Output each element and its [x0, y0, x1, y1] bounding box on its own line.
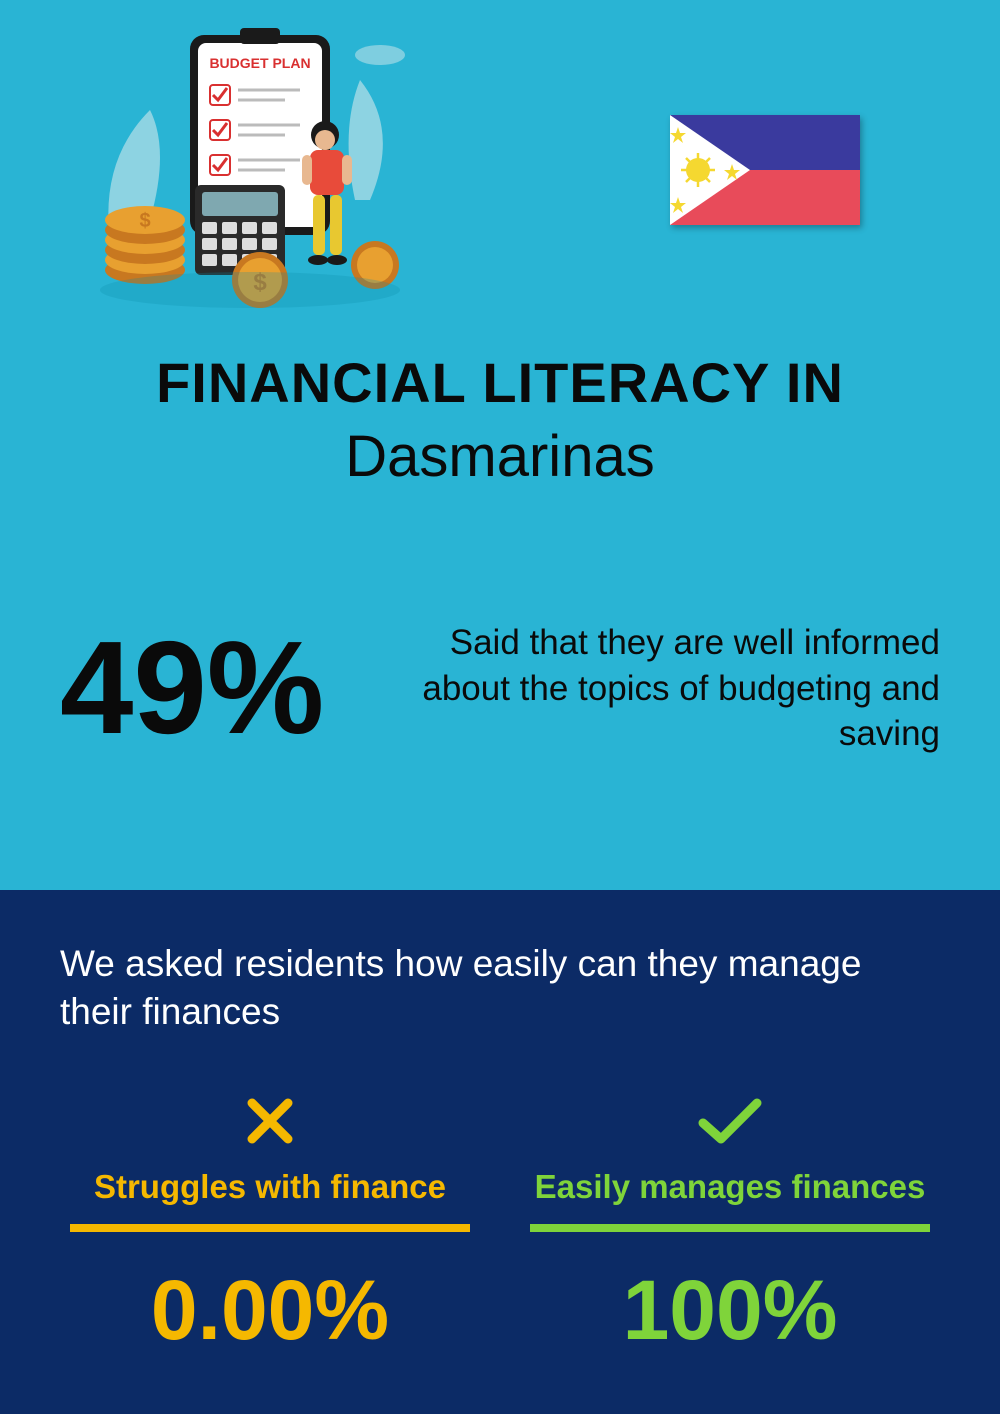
philippines-flag-icon — [670, 115, 860, 225]
survey-question: We asked residents how easily can they m… — [60, 940, 940, 1036]
manages-column: Easily manages finances 100% — [520, 1086, 940, 1359]
check-icon — [695, 1093, 765, 1149]
bottom-section: We asked residents how easily can they m… — [0, 890, 1000, 1414]
survey-results: Struggles with finance 0.00% Easily mana… — [60, 1086, 940, 1359]
title-location: Dasmarinas — [0, 423, 1000, 490]
title-block: FINANCIAL LITERACY IN Dasmarinas — [0, 350, 1000, 490]
struggles-rule — [70, 1224, 470, 1232]
struggles-value: 0.00% — [60, 1262, 480, 1359]
stat-description: Said that they are well informed about t… — [354, 620, 940, 757]
x-icon — [242, 1093, 298, 1149]
stat-percent: 49% — [60, 622, 324, 754]
headline-stat: 49% Said that they are well informed abo… — [60, 620, 940, 757]
manages-rule — [530, 1224, 930, 1232]
manages-label: Easily manages finances — [520, 1168, 940, 1206]
manages-value: 100% — [520, 1262, 940, 1359]
title-main: FINANCIAL LITERACY IN — [0, 350, 1000, 415]
struggles-label: Struggles with finance — [60, 1168, 480, 1206]
struggles-column: Struggles with finance 0.00% — [60, 1086, 480, 1359]
svg-text:$: $ — [139, 210, 150, 232]
budget-illustration: BUDGET PLAN — [90, 20, 410, 310]
svg-text:BUDGET PLAN: BUDGET PLAN — [209, 55, 310, 71]
top-section: BUDGET PLAN — [0, 0, 1000, 890]
